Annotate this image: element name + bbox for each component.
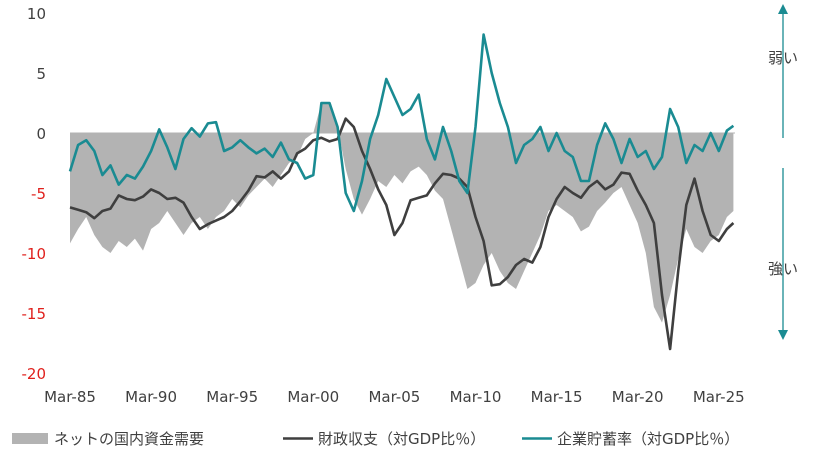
series-area-domestic-funding (70, 103, 734, 323)
y-tick-label: -15 (22, 305, 47, 323)
series-line-fiscal-balance (69, 117, 735, 351)
strong-label: 強い (768, 260, 798, 278)
y-tick-label: 10 (27, 5, 46, 23)
y-tick-label: -5 (31, 185, 46, 203)
y-tick-label: -20 (22, 365, 47, 383)
y-tick-label: -10 (22, 245, 47, 263)
weak-label: 弱い (768, 49, 798, 67)
x-tick-label: Mar-00 (287, 388, 339, 406)
x-tick-label: Mar-05 (368, 388, 420, 406)
y-tick-label: 0 (36, 125, 46, 143)
legend-label-corporate: 企業貯蓄率（対GDP比％） (557, 430, 739, 448)
legend: ネットの国内資金需要 財政収支（対GDP比％） 企業貯蓄率（対GDP比％） (12, 430, 739, 448)
down-arrow-icon (778, 330, 788, 340)
legend-label-area: ネットの国内資金需要 (54, 430, 204, 448)
legend-swatch-area (12, 433, 48, 444)
x-axis-ticks: Mar-85 Mar-90 Mar-95 Mar-00 Mar-05 Mar-10 Mar-… (44, 388, 745, 406)
x-tick-label: Mar-90 (125, 388, 177, 406)
x-tick-label: Mar-15 (531, 388, 583, 406)
x-tick-label: Mar-25 (693, 388, 745, 406)
x-tick-label: Mar-10 (450, 388, 502, 406)
plot-area (68, 33, 735, 351)
series-line-corporate-savings (68, 33, 735, 213)
strength-indicator: 弱い 強い (768, 4, 798, 340)
x-tick-label: Mar-85 (44, 388, 96, 406)
y-tick-label: 5 (36, 65, 46, 83)
legend-label-fiscal: 財政収支（対GDP比％） (318, 430, 485, 448)
x-tick-label: Mar-95 (206, 388, 258, 406)
up-arrow-icon (778, 4, 788, 14)
x-tick-label: Mar-20 (612, 388, 664, 406)
y-axis-ticks: 10 5 0 -5 -10 -15 -20 (22, 5, 47, 383)
